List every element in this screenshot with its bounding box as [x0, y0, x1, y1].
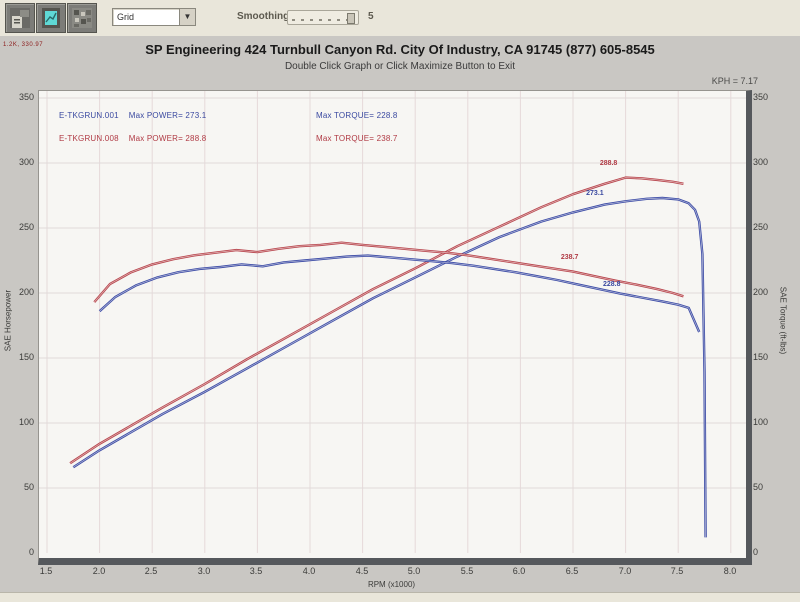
x-tick-label: 8.0	[723, 566, 737, 576]
corner-note: 1.2K, 330.97	[3, 42, 44, 48]
y-tick-label-right: 0	[753, 547, 759, 557]
legend-row: E-TKGRUN.001 Max POWER= 273.1 Max TORQUE= …	[59, 111, 397, 120]
curve-core	[73, 197, 706, 538]
y-tick-label-left: 200	[18, 287, 34, 297]
x-tick-label: 2.5	[144, 566, 158, 576]
legend-max-torque: Max TORQUE= 238.7	[316, 134, 398, 143]
curve-core	[69, 177, 684, 464]
y-tick-label-left: 0	[28, 547, 34, 557]
graph-panel: 1.2K, 330.97 SP Engineering 424 Turnbull…	[0, 36, 800, 592]
x-tick-label: 3.5	[249, 566, 263, 576]
x-tick-label: 5.0	[407, 566, 421, 576]
y-tick-label-right: 350	[753, 92, 769, 102]
view-dropdown-value: Grid	[117, 12, 135, 22]
curve	[98, 254, 701, 333]
speed-readout: KPH = 7.17	[711, 76, 758, 86]
peak-value-label: 238.7	[560, 253, 579, 261]
y-tick-label-right: 100	[753, 417, 769, 427]
x-tick-label: 6.0	[512, 566, 526, 576]
smoothing-value: 5	[368, 11, 374, 22]
x-tick-label: 7.5	[670, 566, 684, 576]
page-subtitle: Double Click Graph or Click Maximize But…	[284, 61, 516, 72]
x-tick-label: 5.5	[460, 566, 474, 576]
graph-view-button[interactable]	[36, 3, 66, 33]
y-tick-label-left: 250	[18, 222, 34, 232]
legend-max-power: Max POWER= 273.1	[128, 111, 207, 120]
report-icon	[10, 8, 30, 28]
page-title: SP Engineering 424 Turnbull Canyon Rd. C…	[145, 42, 655, 57]
curve	[69, 176, 684, 465]
curve-core	[93, 242, 684, 303]
y-tick-label-left: 300	[18, 157, 34, 167]
y-tick-label-right: 300	[753, 157, 769, 167]
x-tick-label: 6.5	[565, 566, 579, 576]
y-tick-label-right: 200	[753, 287, 769, 297]
y-tick-label-left: 50	[23, 482, 34, 492]
peak-value-label: 288.8	[599, 160, 618, 168]
x-tick-label: 4.0	[302, 566, 316, 576]
report-button[interactable]	[5, 3, 35, 33]
view-dropdown[interactable]: Grid ▼	[112, 8, 196, 26]
x-axis-title: RPM (x1000)	[367, 580, 416, 589]
graph-monitor-icon	[42, 8, 60, 28]
x-tick-label: 1.5	[39, 566, 53, 576]
x-tick-label: 4.5	[355, 566, 369, 576]
y-axis-title-left: SAE Horsepower	[3, 289, 13, 352]
y-tick-label-left: 150	[18, 352, 34, 362]
slider-ticks	[292, 19, 350, 21]
y-tick-label-right: 250	[753, 222, 769, 232]
chevron-down-icon[interactable]: ▼	[179, 9, 195, 25]
legend-run-name: E-TKGRUN.001	[59, 111, 119, 120]
y-tick-label-left: 350	[18, 92, 34, 102]
status-strip	[0, 592, 800, 602]
y-tick-label-right: 150	[753, 352, 769, 362]
x-tick-label: 2.0	[92, 566, 106, 576]
options-button[interactable]	[67, 3, 97, 33]
dyno-plot-area[interactable]: E-TKGRUN.001 Max POWER= 273.1 Max TORQUE= …	[38, 90, 752, 565]
peak-value-label: 228.8	[602, 281, 621, 289]
legend-max-power: Max POWER= 288.8	[128, 134, 207, 143]
legend-row: E-TKGRUN.008 Max POWER= 288.8 Max TORQUE= …	[59, 134, 397, 143]
options-grid-icon	[72, 8, 92, 28]
y-axis-title-right: SAE Torque (ft-lbs)	[778, 286, 788, 355]
curve-core	[99, 255, 700, 333]
legend-run-name: E-TKGRUN.008	[59, 134, 119, 143]
toolbar: Grid ▼ Smoothing 5	[0, 0, 800, 37]
peak-value-label: 273.1	[586, 190, 604, 198]
legend-max-torque: Max TORQUE= 228.8	[316, 111, 398, 120]
slider-thumb[interactable]	[347, 13, 355, 24]
smoothing-label: Smoothing	[237, 11, 290, 22]
y-tick-label-right: 50	[753, 482, 764, 492]
curve	[72, 196, 707, 538]
smoothing-slider[interactable]	[287, 10, 359, 25]
hp-torque-curves	[39, 91, 746, 553]
y-tick-label-left: 100	[18, 417, 34, 427]
x-tick-label: 3.0	[197, 566, 211, 576]
x-tick-label: 7.0	[618, 566, 632, 576]
